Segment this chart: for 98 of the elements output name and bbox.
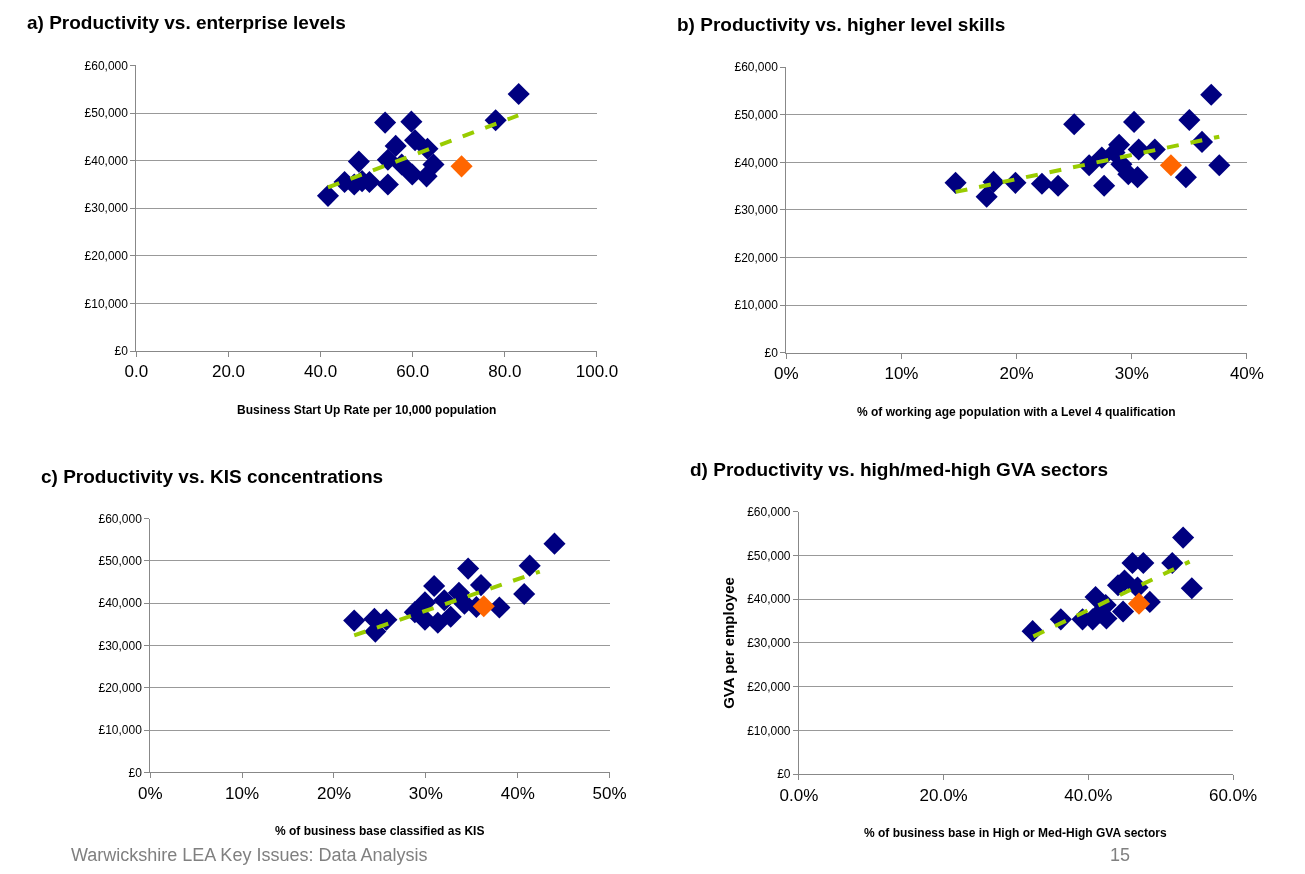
x-tick-label: 50% <box>592 783 627 803</box>
y-tick-label: £60,000 <box>84 58 129 73</box>
point <box>439 605 462 628</box>
point <box>1123 110 1146 133</box>
point <box>469 574 493 597</box>
y-tick-label: £0 <box>114 344 129 359</box>
y-tick-label: £50,000 <box>84 106 129 121</box>
point <box>415 165 438 188</box>
x-tick-label: 60.0% <box>1208 785 1258 805</box>
point <box>457 557 480 580</box>
point <box>423 574 446 597</box>
y-tick-label: £50,000 <box>734 107 779 122</box>
x-tick-label: 40.0% <box>1064 785 1113 805</box>
point <box>1047 174 1070 197</box>
x-tick-label: 40.0 <box>304 362 338 382</box>
point <box>507 82 530 106</box>
x-tick-label: 10% <box>884 364 919 384</box>
x-tick-label: 0% <box>774 364 799 384</box>
x-tick-label: 20.0 <box>211 362 246 382</box>
text: 15 <box>1110 845 1131 865</box>
y-tick-label: £40,000 <box>84 153 129 168</box>
y-tick-label: £10,000 <box>747 723 791 738</box>
x-tick-label: 0% <box>137 783 163 803</box>
chart-title: c) Productivity vs. KIS concentrations <box>41 466 384 487</box>
point <box>404 129 427 152</box>
y-tick-label: £30,000 <box>734 203 779 218</box>
point <box>472 595 495 618</box>
y-tick-label: £40,000 <box>734 155 779 170</box>
x-tick-label: 60.0 <box>396 362 430 382</box>
y-tick-label: £30,000 <box>98 638 143 653</box>
point <box>1178 108 1201 132</box>
y-tick-label: £30,000 <box>84 201 129 216</box>
y-tick-label: £40,000 <box>98 596 143 611</box>
y-tick-label: £0 <box>764 345 779 360</box>
point <box>316 184 340 207</box>
x-tick-label: 30% <box>1114 364 1149 384</box>
point <box>1063 113 1086 136</box>
y-tick-label: £20,000 <box>98 681 143 696</box>
point <box>343 609 366 632</box>
y-tick-label: £50,000 <box>98 554 143 569</box>
x-tick-label: 20% <box>999 364 1034 384</box>
point <box>1093 174 1116 197</box>
text: Warwickshire LEA Key Issues: Data Analysis <box>71 845 428 865</box>
x-tick-label: 0.0 <box>124 362 149 382</box>
y-tick-label: £10,000 <box>734 298 779 313</box>
y-tick-label: £20,000 <box>747 679 791 694</box>
x-tick-label: 40% <box>500 783 535 803</box>
y-tick-label: £50,000 <box>747 548 791 563</box>
chart-title: b) Productivity vs. higher level skills <box>677 14 1006 35</box>
x-tick-label: 100.0 <box>575 362 619 382</box>
point <box>1174 166 1197 189</box>
point <box>1180 577 1203 600</box>
chart-title: a) Productivity vs. enterprise levels <box>27 12 346 33</box>
point <box>1030 172 1053 195</box>
x-tick-label: 30% <box>408 783 443 803</box>
point <box>944 171 967 194</box>
y-tick-label: £10,000 <box>84 296 129 311</box>
point <box>1112 600 1135 623</box>
point <box>1208 154 1231 177</box>
x-axis-title: % of working age population with a Level 4 qualification <box>857 405 1176 419</box>
x-axis-title: % of business base in High or Med-High GVA sectors <box>864 826 1168 840</box>
point <box>975 185 998 208</box>
y-tick-label: £20,000 <box>734 250 779 265</box>
x-tick-label: 80.0 <box>488 362 522 382</box>
x-tick-label: 10% <box>225 783 260 803</box>
x-axis-title: Business Start Up Rate per 10,000 population <box>237 403 497 417</box>
point <box>376 173 399 196</box>
y-tick-label: £30,000 <box>747 636 791 651</box>
y-tick-label: £0 <box>128 765 143 780</box>
point <box>1172 526 1195 549</box>
y-tick-label: £40,000 <box>747 592 791 607</box>
point <box>1161 551 1184 575</box>
y-tick-label: £60,000 <box>98 511 143 526</box>
x-tick-label: 40% <box>1229 364 1264 384</box>
point <box>1127 592 1151 615</box>
point <box>400 110 423 133</box>
y-tick-label: £20,000 <box>84 249 129 264</box>
x-tick-label: 20.0% <box>919 785 968 805</box>
point <box>450 155 473 178</box>
y-axis-title: GVA per employee <box>720 577 738 709</box>
point <box>1159 154 1182 177</box>
x-tick-label: 0.0% <box>779 785 819 805</box>
y-tick-label: £0 <box>777 767 791 782</box>
y-tick-label: £10,000 <box>98 723 143 738</box>
x-tick-label: 20% <box>316 783 352 803</box>
y-tick-label: £60,000 <box>747 505 791 520</box>
point <box>1200 83 1223 106</box>
point <box>376 148 399 171</box>
x-axis-title: % of business base classified as KIS <box>275 824 485 838</box>
point <box>543 532 566 555</box>
point <box>374 111 397 134</box>
y-tick-label: £60,000 <box>734 60 779 75</box>
point <box>384 134 407 157</box>
point <box>347 150 370 173</box>
point <box>513 582 536 606</box>
point <box>488 596 511 619</box>
point <box>518 554 541 577</box>
chart-title: d) Productivity vs. high/med-high GVA sectors <box>690 459 1109 480</box>
